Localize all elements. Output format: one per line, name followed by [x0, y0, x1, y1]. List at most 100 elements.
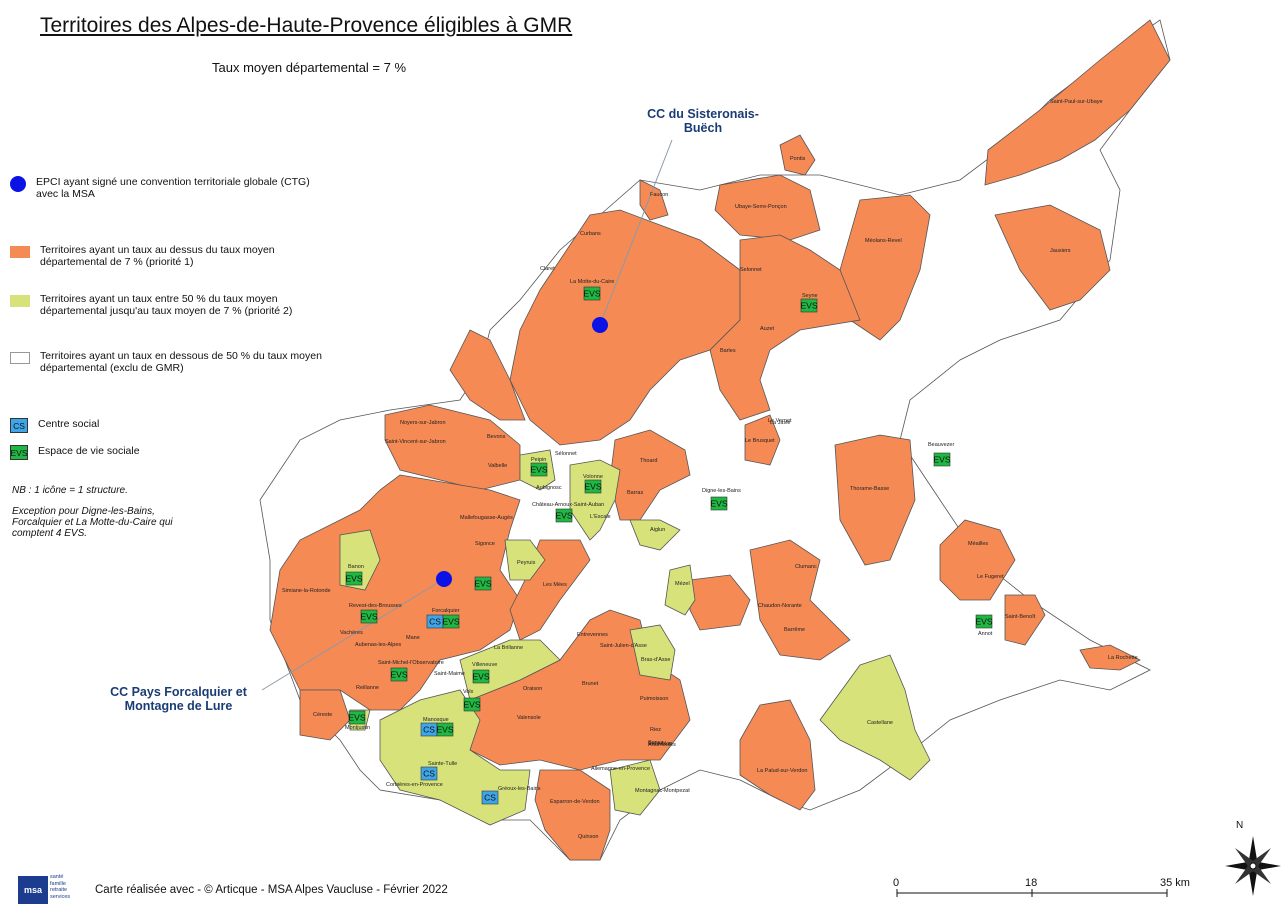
evs-badge-label: EVS [360, 612, 377, 622]
logo-line: santé [50, 874, 64, 880]
place-label: Estoublon [648, 741, 672, 747]
callout-lines [261, 139, 673, 691]
territory-p1 [994, 204, 1111, 311]
place-label: Vachères [340, 630, 363, 636]
territory-p1 [639, 179, 669, 221]
place-label: Claret [540, 266, 555, 272]
priority2-swatch [10, 295, 30, 307]
place-label: Céreste [313, 712, 332, 718]
territory-p1 [449, 329, 526, 421]
note-exception: Exception pour Digne-les-Bains, Forcalqu… [12, 506, 173, 539]
place-label: Riez [650, 727, 661, 733]
place-label: Méolans-Revel [865, 238, 902, 244]
callout-sisteronais: CC du Sisteronais-Buëch [647, 107, 759, 135]
evs-badge-label: EVS [472, 672, 489, 682]
territory-p1 [739, 699, 816, 811]
place-label: L'Escale [590, 514, 611, 520]
territory-p2 [609, 759, 661, 816]
place-label: Seyne [802, 293, 818, 299]
msa-logo-tagline: santé famille retraite services [50, 874, 70, 900]
evs-badge-icon [710, 496, 728, 511]
place-label: Le Brusquet [745, 438, 775, 444]
territory-p2 [629, 624, 676, 681]
scale-label-35: 35 km [1160, 877, 1190, 889]
territory-p1 [269, 474, 521, 711]
place-label: Les Mées [543, 582, 567, 588]
territory-p1 [1079, 644, 1141, 671]
territory-p1 [509, 539, 591, 641]
evs-badge-icon [442, 614, 460, 629]
place-label: Saint-Julien-d'Asse [600, 643, 647, 649]
legend-priority1-label: Territoires ayant un taux au dessus du t… [40, 244, 275, 268]
place-label: Château-Arnoux-Saint-Auban [532, 502, 604, 508]
place-label: Aubignosc [536, 485, 562, 491]
place-label: Faucon [650, 192, 668, 198]
callout-line-forcalquier [261, 578, 445, 691]
place-label: Jausiers [1050, 248, 1071, 254]
territory-p1 [744, 414, 781, 466]
place-label: Sélonnet [555, 451, 577, 457]
cs-badge-icon [420, 766, 438, 781]
scale-label-0: 0 [893, 877, 900, 889]
cs-badge-icon: CS [10, 418, 28, 433]
territory-p1 [384, 404, 521, 491]
place-label: Puimoisson [640, 696, 668, 702]
place-label: Noyers-sur-Jabron [400, 420, 446, 426]
place-label: Mézel [675, 581, 690, 587]
territory-p1 [299, 689, 351, 741]
place-label: Saint-Benoît [1005, 614, 1036, 620]
evs-badge-label: EVS [474, 579, 491, 589]
scale-bar [896, 889, 1168, 897]
legend-ctg-label: EPCI ayant signé une convention territor… [36, 176, 310, 200]
place-label: Oraison [523, 686, 542, 692]
place-label: Annot [978, 631, 993, 637]
place-label: La Rochette [1108, 655, 1138, 661]
evs-badge-label: EVS [390, 670, 407, 680]
territory-p1 [709, 234, 861, 421]
place-label: Villeneuve [472, 662, 497, 668]
place-labels: Saint-Paul-sur-Ubaye Pontis Ubaye-Serre-Po… [282, 99, 1138, 840]
place-label: La Javie [770, 420, 791, 426]
place-label: Auzet [760, 326, 775, 332]
compass-rose-icon [1225, 836, 1281, 896]
legend-priority2-label: Territoires ayant un taux entre 50 % du … [40, 293, 293, 317]
logo-line: retraite [50, 887, 68, 893]
evs-badge-label: EVS [442, 617, 459, 627]
legend-ctg: EPCI ayant signé une convention territor… [10, 176, 326, 200]
place-label: Le Vernet [768, 418, 792, 424]
territory-p1 [534, 769, 611, 861]
place-label: La Palud-sur-Verdon [757, 768, 807, 774]
callout-forcalquier: CC Pays Forcalquier et Montagne de Lure [110, 685, 247, 713]
place-label: Valbelle [488, 463, 507, 469]
place-label: Clumanc [795, 564, 817, 570]
place-label: Saint-Maime [434, 671, 465, 677]
place-label: Pontis [790, 156, 806, 162]
evs-badge-icon [530, 462, 548, 477]
territory-p2 [819, 654, 931, 781]
place-label: Saint-Vincent-sur-Jabron [385, 439, 446, 445]
evs-badge-icon [390, 667, 408, 682]
territory-p1 [1004, 594, 1046, 646]
place-label: Sigonce [475, 541, 495, 547]
place-label: Senez [648, 740, 664, 746]
place-label: Esparron-de-Verdon [550, 799, 600, 805]
map-credits: Carte réalisée avec - © Articque - MSA A… [95, 884, 448, 896]
cs-badge-label: CS [423, 725, 435, 735]
place-label: Roumoules [648, 742, 676, 748]
place-label: Bevons [487, 434, 506, 440]
callout-line-sisteronais [599, 139, 673, 326]
evs-badge-label: EVS [348, 713, 365, 723]
place-label: Bras-d'Asse [641, 657, 670, 663]
evs-badge-label: EVS [710, 499, 727, 509]
place-label: La Motte-du-Caire [570, 279, 614, 285]
place-label: Brunet [582, 681, 599, 687]
place-label: Mallefougasse-Augès [460, 515, 513, 521]
place-label: Barras [627, 490, 643, 496]
map-title: Territoires des Alpes-de-Haute-Provence … [40, 14, 573, 37]
evs-badge-icon [933, 452, 951, 467]
legend-evs: EVS Espace de vie sociale [10, 445, 140, 460]
evs-badge-label: EVS [800, 301, 817, 311]
territory-p1 [984, 19, 1171, 186]
place-label: Méailles [968, 541, 988, 547]
